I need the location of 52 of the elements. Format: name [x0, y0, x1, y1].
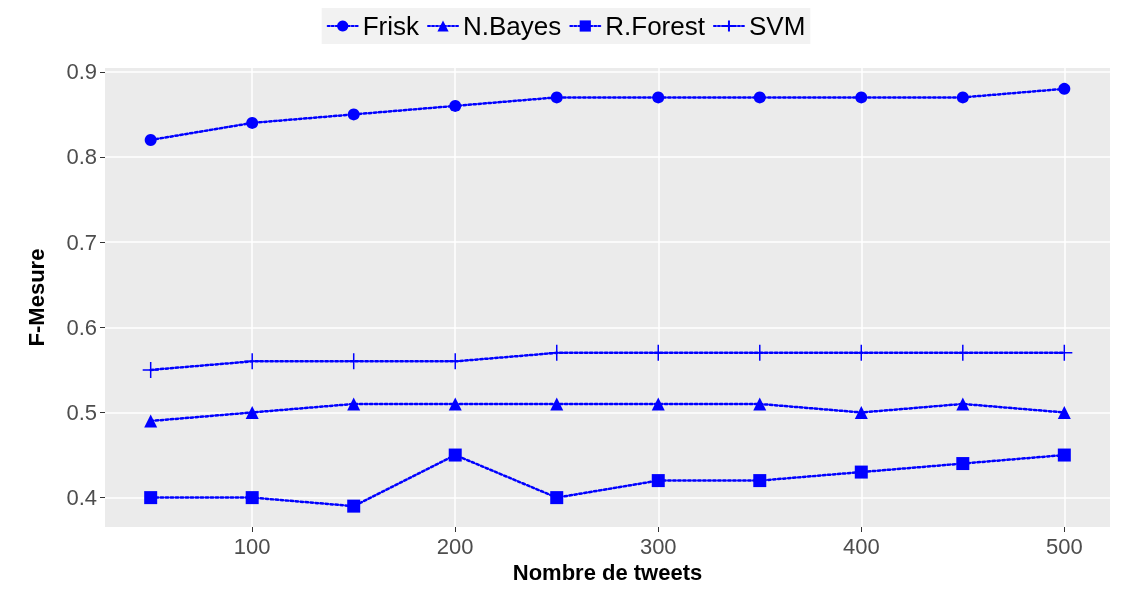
point: [854, 465, 868, 479]
point: [550, 491, 564, 505]
x-tick-label: 400: [842, 533, 880, 559]
y-axis-title: F-Mesure: [23, 248, 49, 347]
point: [246, 116, 259, 129]
legend-label: Frisk: [362, 11, 421, 41]
y-tick-label: 0.6: [66, 314, 97, 340]
point: [144, 491, 158, 505]
point: [347, 499, 361, 513]
y-tick-label: 0.9: [66, 59, 97, 85]
point: [245, 491, 259, 505]
point: [245, 405, 259, 419]
point: [956, 457, 970, 471]
legend-label: N.Bayes: [463, 11, 562, 41]
x-tick-label: 100: [233, 533, 271, 559]
point: [956, 91, 969, 104]
y-tick-label: 0.5: [66, 399, 97, 425]
point: [550, 397, 564, 411]
point: [243, 352, 261, 371]
point: [651, 397, 665, 411]
x-axis-title: Nombre de tweets: [512, 560, 703, 586]
point: [1058, 82, 1071, 95]
point: [141, 361, 160, 379]
point: [446, 352, 464, 371]
point: [753, 474, 767, 488]
point: [448, 397, 462, 411]
y-tick-label: 0.8: [66, 144, 97, 170]
point: [448, 448, 462, 462]
legend-label: R.Forest: [605, 11, 706, 41]
y-tick-label: 0.7: [66, 229, 97, 255]
legend-label: SVM: [748, 11, 806, 41]
point: [753, 397, 767, 411]
point: [652, 91, 665, 104]
point: [547, 344, 566, 362]
point: [550, 91, 563, 104]
point: [852, 344, 871, 362]
x-tick-label: 500: [1045, 533, 1083, 559]
point: [1057, 448, 1071, 462]
point: [449, 99, 462, 112]
point: [347, 108, 360, 121]
point: [651, 474, 665, 488]
x-tick-label: 200: [436, 533, 474, 559]
point: [854, 405, 868, 419]
point: [956, 397, 970, 411]
point: [753, 91, 766, 104]
point: [144, 414, 158, 428]
x-tick-label: 300: [639, 533, 677, 559]
y-tick-label: 0.4: [66, 485, 97, 511]
point: [855, 91, 868, 104]
point: [144, 133, 157, 146]
point: [1057, 405, 1071, 419]
point: [347, 397, 361, 411]
